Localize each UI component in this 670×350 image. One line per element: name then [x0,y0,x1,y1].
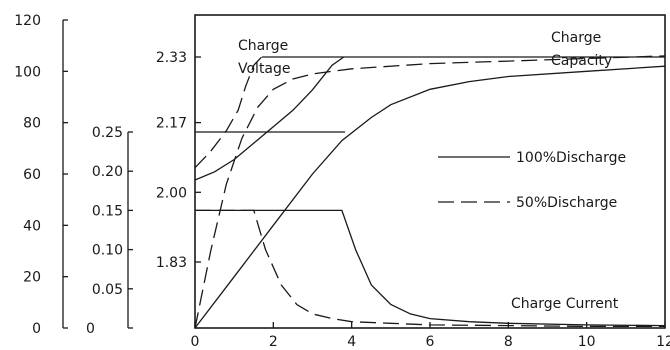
annotation-charge-capacity-line2: Capacity [551,53,612,69]
charge-capacity-dashed-line [194,55,666,329]
current-tick-label: 0 [86,321,95,337]
x-tick-label: 0 [191,334,200,350]
current-tick-label: 0.10 [92,243,123,259]
x-tick-label: 4 [347,334,356,350]
current-axis-ticks: 0 0.05 0.10 0.15 0.20 0.25 [86,125,133,337]
legend-label-100-discharge: 100%Discharge [516,150,626,166]
legend: 100%Discharge 50%Discharge [438,150,626,211]
x-tick-label: 10 [578,334,596,350]
voltage-axis: 1.83 2.00 2.17 2.33 [156,50,201,271]
annotation-charge-voltage-line1: Charge [238,38,288,54]
capacity-tick-label: 60 [23,167,41,183]
charge-current-dashed-line [195,209,665,328]
current-tick-label: 0.25 [92,125,123,141]
capacity-tick-label: 0 [32,321,41,337]
legend-label-50-discharge: 50%Discharge [516,195,617,211]
capacity-tick-label: 80 [23,116,41,132]
x-tick-label: 12 [656,334,670,350]
capacity-tick-label: 20 [23,270,41,286]
capacity-axis-ticks: 0 20 40 60 80 100 120 [14,13,68,337]
series-lines [194,55,666,329]
current-tick-label: 0.05 [92,282,123,298]
x-tick-label: 6 [426,334,435,350]
x-tick-label: 8 [504,334,513,350]
x-tick-label: 2 [269,334,278,350]
charge-voltage-dashed-line [194,56,263,169]
charge-current-solid-line [195,209,666,327]
voltage-tick-label: 1.83 [156,255,187,271]
annotation-charge-current: Charge Current [511,296,619,312]
legend-item-50-discharge: 50%Discharge [438,195,617,211]
current-tick-label: 0.20 [92,164,123,180]
charge-capacity-solid-line [194,65,666,329]
voltage-tick-label: 2.33 [156,50,187,66]
capacity-axis: 0 20 40 60 80 100 120 [14,13,68,337]
x-axis-ticks: 0 2 4 6 8 10 12 [191,322,670,350]
legend-item-100-discharge: 100%Discharge [438,150,626,166]
annotation-charge-voltage-line2: Voltage [238,61,291,77]
capacity-tick-label: 100 [14,64,41,80]
chart-annotations: Charge Voltage Charge Capacity Charge Cu… [238,30,619,312]
current-tick-label: 0.15 [92,203,123,219]
capacity-tick-label: 40 [23,218,41,234]
charge-voltage-solid-line [194,56,345,181]
voltage-tick-label: 2.17 [156,116,187,132]
capacity-tick-label: 120 [14,13,41,29]
guide-lines [195,56,665,133]
voltage-tick-label: 2.00 [156,185,187,201]
current-axis: 0 0.05 0.10 0.15 0.20 0.25 [86,125,133,337]
annotation-charge-capacity-line1: Charge [551,30,601,46]
